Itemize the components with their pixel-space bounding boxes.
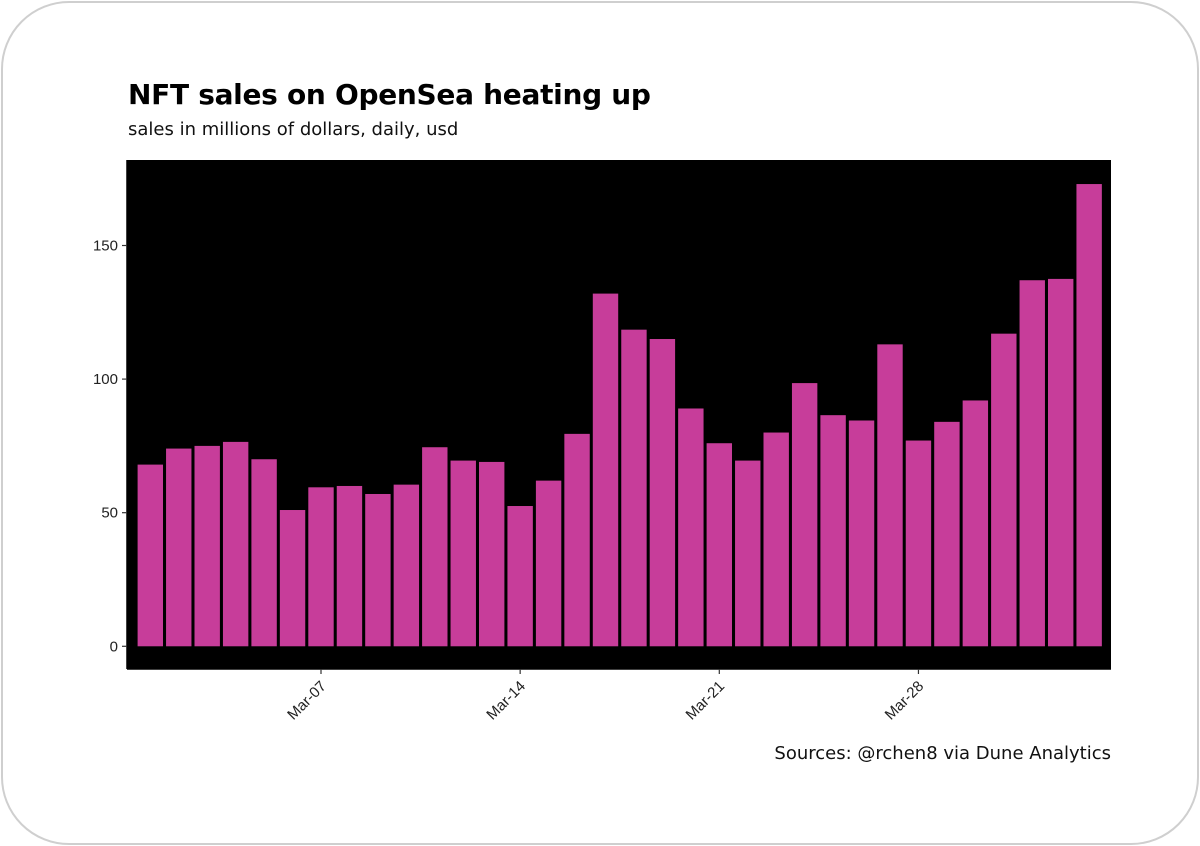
bar-2022-03-11 [422, 447, 448, 647]
bar-2022-03-20 [678, 408, 704, 647]
bar-2022-03-22 [735, 460, 761, 647]
x-tick-label: Mar-21 [683, 678, 729, 724]
bar-2022-03-14 [507, 506, 533, 647]
bar-2022-03-04 [222, 441, 249, 647]
y-tick-label: 100 [93, 371, 118, 388]
bar-2022-03-18 [621, 329, 647, 647]
bar-2022-03-12 [450, 460, 476, 647]
bar-2022-03-25 [820, 415, 846, 647]
bar-2022-03-08 [336, 485, 363, 647]
y-tick-label: 150 [93, 238, 118, 255]
bar-2022-03-07 [308, 487, 334, 647]
bar-2022-03-05 [251, 459, 277, 647]
y-tick-label: 50 [101, 505, 118, 522]
bar-2022-03-27 [877, 344, 903, 647]
bar-2022-03-02 [166, 448, 192, 647]
bar-2022-03-30 [962, 400, 989, 647]
source-caption: Sources: @rchen8 via Dune Analytics [774, 743, 1111, 764]
bar-2022-03-03 [194, 445, 220, 647]
y-axis: 0 50 100 150 [93, 160, 128, 669]
x-tick-label: Mar-14 [483, 678, 529, 724]
bar-2022-03-16 [564, 433, 590, 647]
bars-group [137, 184, 1102, 647]
bar-2022-04-01 [1019, 280, 1045, 647]
bar-2022-03-31 [991, 333, 1017, 647]
bar-2022-03-21 [706, 443, 732, 647]
bar-2022-03-15 [535, 480, 562, 647]
bar-2022-03-17 [592, 293, 619, 647]
y-tick-label: 0 [110, 638, 118, 655]
x-tick-label: Mar-28 [882, 678, 928, 724]
bar-2022-03-29 [934, 421, 960, 647]
bar-2022-03-09 [365, 493, 391, 647]
x-tick-label: Mar-07 [284, 678, 330, 724]
bar-2022-03-28 [905, 440, 932, 647]
bar-2022-03-10 [393, 484, 420, 647]
bar-2022-03-06 [279, 510, 306, 647]
bar-2022-03-23 [763, 432, 789, 647]
x-axis: Mar-07 Mar-14 Mar-21 Mar-28 [127, 668, 1111, 724]
chart-subtitle: sales in millions of dollars, daily, usd [128, 119, 459, 140]
bar-2022-03-26 [848, 420, 875, 647]
bar-2022-04-02 [1048, 278, 1074, 647]
bar-2022-04-03 [1076, 184, 1102, 647]
bar-2022-03-19 [649, 339, 676, 647]
bar-2022-03-24 [791, 383, 818, 647]
bar-2022-03-01 [137, 464, 163, 647]
chart-title: NFT sales on OpenSea heating up [128, 78, 651, 111]
bar-2022-03-13 [479, 461, 505, 647]
